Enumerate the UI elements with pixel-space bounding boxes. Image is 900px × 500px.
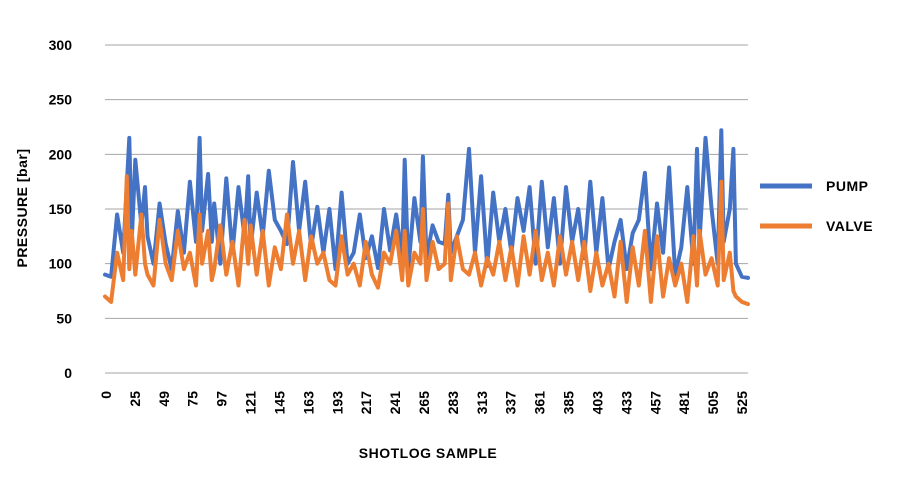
series-line-pump (103, 128, 750, 280)
y-tick-label: 100 (49, 256, 73, 272)
x-tick-label: 313 (474, 391, 490, 415)
x-tick-label: 0 (98, 391, 114, 399)
y-tick-label: 300 (49, 37, 73, 53)
y-tick-label: 250 (49, 92, 73, 108)
series-lines (103, 128, 750, 307)
x-tick-label: 49 (156, 391, 172, 407)
x-tick-label: 25 (127, 391, 143, 407)
x-tick-label: 505 (705, 391, 721, 415)
x-tick-label: 121 (243, 391, 259, 415)
y-axis-label: PRESSURE [bar] (14, 148, 30, 267)
x-tick-label: 163 (300, 391, 316, 415)
y-tick-label: 50 (56, 310, 72, 326)
x-axis-ticks: 0 25 49 75 97 121 145 163 193 217 241 265 283 313 337 3… (98, 391, 750, 415)
x-tick-label: 75 (185, 391, 201, 407)
x-tick-label: 97 (214, 391, 230, 407)
x-axis-label: SHOTLOG SAMPLE (359, 445, 497, 461)
x-tick-label: 337 (503, 391, 519, 415)
x-tick-label: 457 (647, 391, 663, 415)
x-tick-label: 193 (329, 391, 345, 415)
x-tick-label: 361 (532, 391, 548, 415)
x-tick-label: 385 (561, 391, 577, 415)
x-tick-label: 525 (734, 391, 750, 415)
y-tick-label: 0 (64, 365, 72, 381)
legend-label-valve: VALVE (826, 218, 873, 234)
x-tick-label: 217 (358, 391, 374, 415)
legend: PUMP VALVE (760, 178, 873, 234)
legend-label-pump: PUMP (826, 178, 868, 194)
y-axis-ticks: 0 50 100 150 200 250 300 (49, 37, 73, 381)
x-tick-label: 283 (445, 391, 461, 415)
x-tick-label: 403 (589, 391, 605, 415)
x-tick-label: 241 (387, 391, 403, 415)
x-tick-label: 145 (271, 391, 287, 415)
x-tick-label: 265 (416, 391, 432, 415)
y-tick-label: 200 (49, 146, 73, 162)
x-tick-label: 433 (618, 391, 634, 415)
x-tick-label: 481 (676, 391, 692, 415)
series-line-valve (103, 174, 750, 307)
y-tick-label: 150 (49, 201, 73, 217)
